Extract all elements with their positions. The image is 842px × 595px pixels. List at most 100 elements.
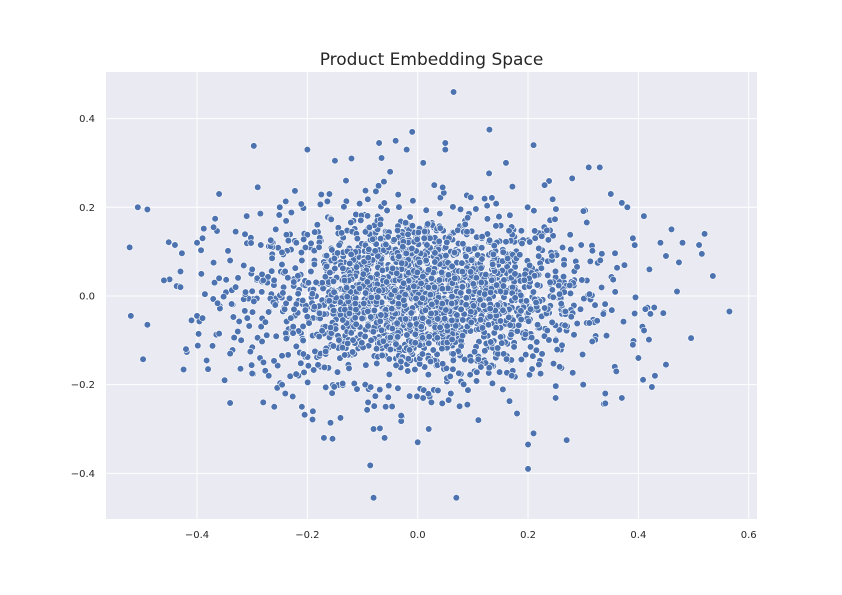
data-point xyxy=(376,386,384,394)
x-axis-ticks: −0.4 −0.2 0.0 0.2 0.4 0.6 xyxy=(185,530,757,541)
data-point xyxy=(463,228,471,236)
data-point xyxy=(215,190,223,198)
data-point xyxy=(623,203,631,211)
data-point xyxy=(608,306,616,314)
data-point xyxy=(659,309,667,317)
data-point xyxy=(297,248,305,257)
data-point xyxy=(248,287,256,295)
data-point xyxy=(243,314,251,322)
data-point xyxy=(327,215,335,223)
data-point xyxy=(275,211,283,219)
data-point xyxy=(452,322,460,330)
data-point xyxy=(467,268,475,276)
data-point xyxy=(695,241,703,249)
data-point xyxy=(282,197,290,205)
data-point xyxy=(349,336,357,344)
data-point xyxy=(418,334,427,342)
data-point xyxy=(611,249,619,257)
data-point xyxy=(303,231,311,239)
data-point xyxy=(258,270,266,278)
data-point xyxy=(526,305,535,313)
data-point xyxy=(451,274,459,282)
data-point xyxy=(410,282,418,290)
data-point xyxy=(285,294,294,302)
data-point xyxy=(478,324,487,332)
data-point xyxy=(323,262,331,270)
data-point xyxy=(286,372,294,380)
data-point xyxy=(195,330,203,338)
data-point xyxy=(425,333,433,341)
data-point xyxy=(566,281,574,289)
data-point xyxy=(208,342,217,350)
data-point xyxy=(645,265,654,273)
data-point xyxy=(345,364,353,373)
data-point xyxy=(301,306,309,314)
data-point xyxy=(552,394,560,402)
data-point xyxy=(229,313,237,321)
data-point xyxy=(443,322,451,330)
data-point xyxy=(284,351,292,359)
data-point xyxy=(484,321,493,329)
data-point xyxy=(561,307,569,316)
data-point xyxy=(412,294,420,302)
data-point xyxy=(551,267,560,275)
data-point xyxy=(488,379,497,387)
data-point xyxy=(709,272,717,280)
data-point xyxy=(505,313,513,322)
data-point xyxy=(577,241,585,249)
data-point xyxy=(517,315,525,324)
data-point xyxy=(510,343,518,351)
data-point xyxy=(331,157,339,165)
data-point xyxy=(576,305,585,313)
data-point xyxy=(377,326,386,334)
data-point xyxy=(543,326,551,335)
data-point xyxy=(454,226,462,234)
data-point xyxy=(588,247,597,255)
data-point xyxy=(346,259,354,268)
data-point xyxy=(596,163,604,171)
data-point xyxy=(330,306,338,315)
data-point xyxy=(310,260,319,269)
data-point xyxy=(455,402,464,410)
data-point xyxy=(363,406,371,414)
data-point xyxy=(399,279,408,287)
data-point xyxy=(620,261,629,269)
data-point xyxy=(463,400,471,409)
data-point xyxy=(431,249,439,257)
data-point xyxy=(495,368,504,376)
data-point xyxy=(338,344,347,352)
data-point xyxy=(416,258,424,267)
data-point xyxy=(613,264,621,272)
data-point xyxy=(397,412,405,420)
data-point xyxy=(563,436,571,444)
data-point xyxy=(455,369,463,377)
data-point xyxy=(543,226,551,234)
data-point xyxy=(525,261,534,269)
data-point xyxy=(402,249,410,258)
data-point xyxy=(352,320,360,328)
data-point xyxy=(376,234,385,243)
data-point xyxy=(599,310,607,318)
data-point xyxy=(402,315,410,323)
data-point xyxy=(430,283,439,291)
data-point xyxy=(513,409,521,418)
data-point xyxy=(326,269,334,277)
data-point xyxy=(364,398,372,406)
data-point xyxy=(224,247,232,255)
data-point xyxy=(566,289,575,298)
data-point xyxy=(385,370,393,378)
data-point xyxy=(322,252,331,260)
data-point xyxy=(456,205,465,213)
data-point xyxy=(320,434,328,442)
data-point xyxy=(607,190,615,198)
data-point xyxy=(394,191,402,199)
data-point xyxy=(329,277,338,285)
data-point xyxy=(538,232,546,240)
data-point xyxy=(139,355,147,363)
data-point xyxy=(333,368,342,376)
data-point xyxy=(546,278,554,286)
data-point xyxy=(386,345,395,354)
data-point xyxy=(467,193,475,202)
data-point xyxy=(270,357,278,365)
data-point xyxy=(566,231,574,239)
